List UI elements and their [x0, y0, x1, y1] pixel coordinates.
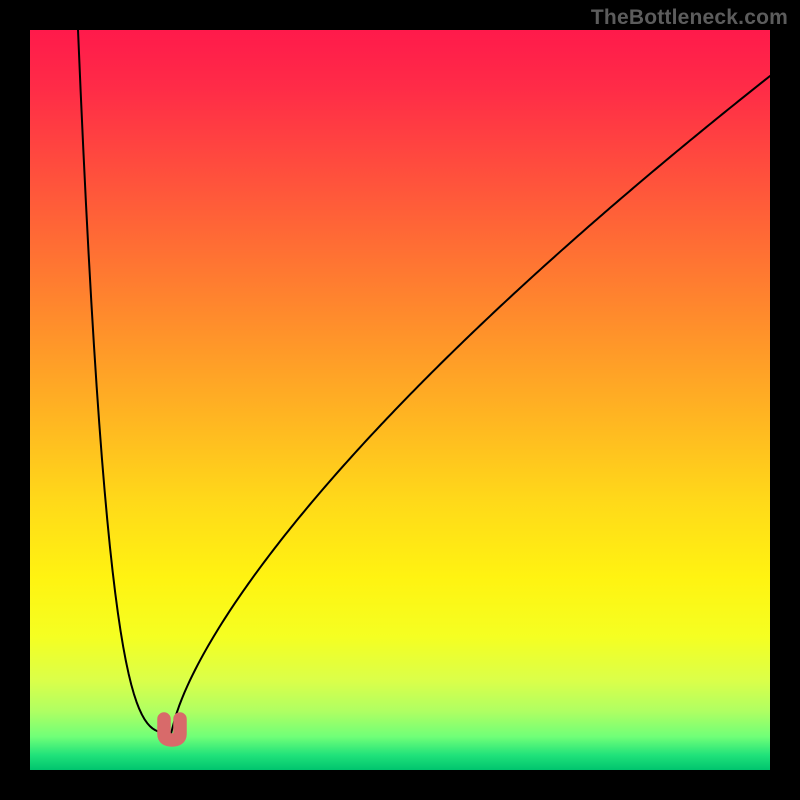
chart-svg	[30, 30, 770, 770]
figure-frame: TheBottleneck.com	[0, 0, 800, 800]
plot-area	[30, 30, 770, 770]
watermark-text: TheBottleneck.com	[591, 6, 788, 30]
gradient-background	[30, 30, 770, 770]
